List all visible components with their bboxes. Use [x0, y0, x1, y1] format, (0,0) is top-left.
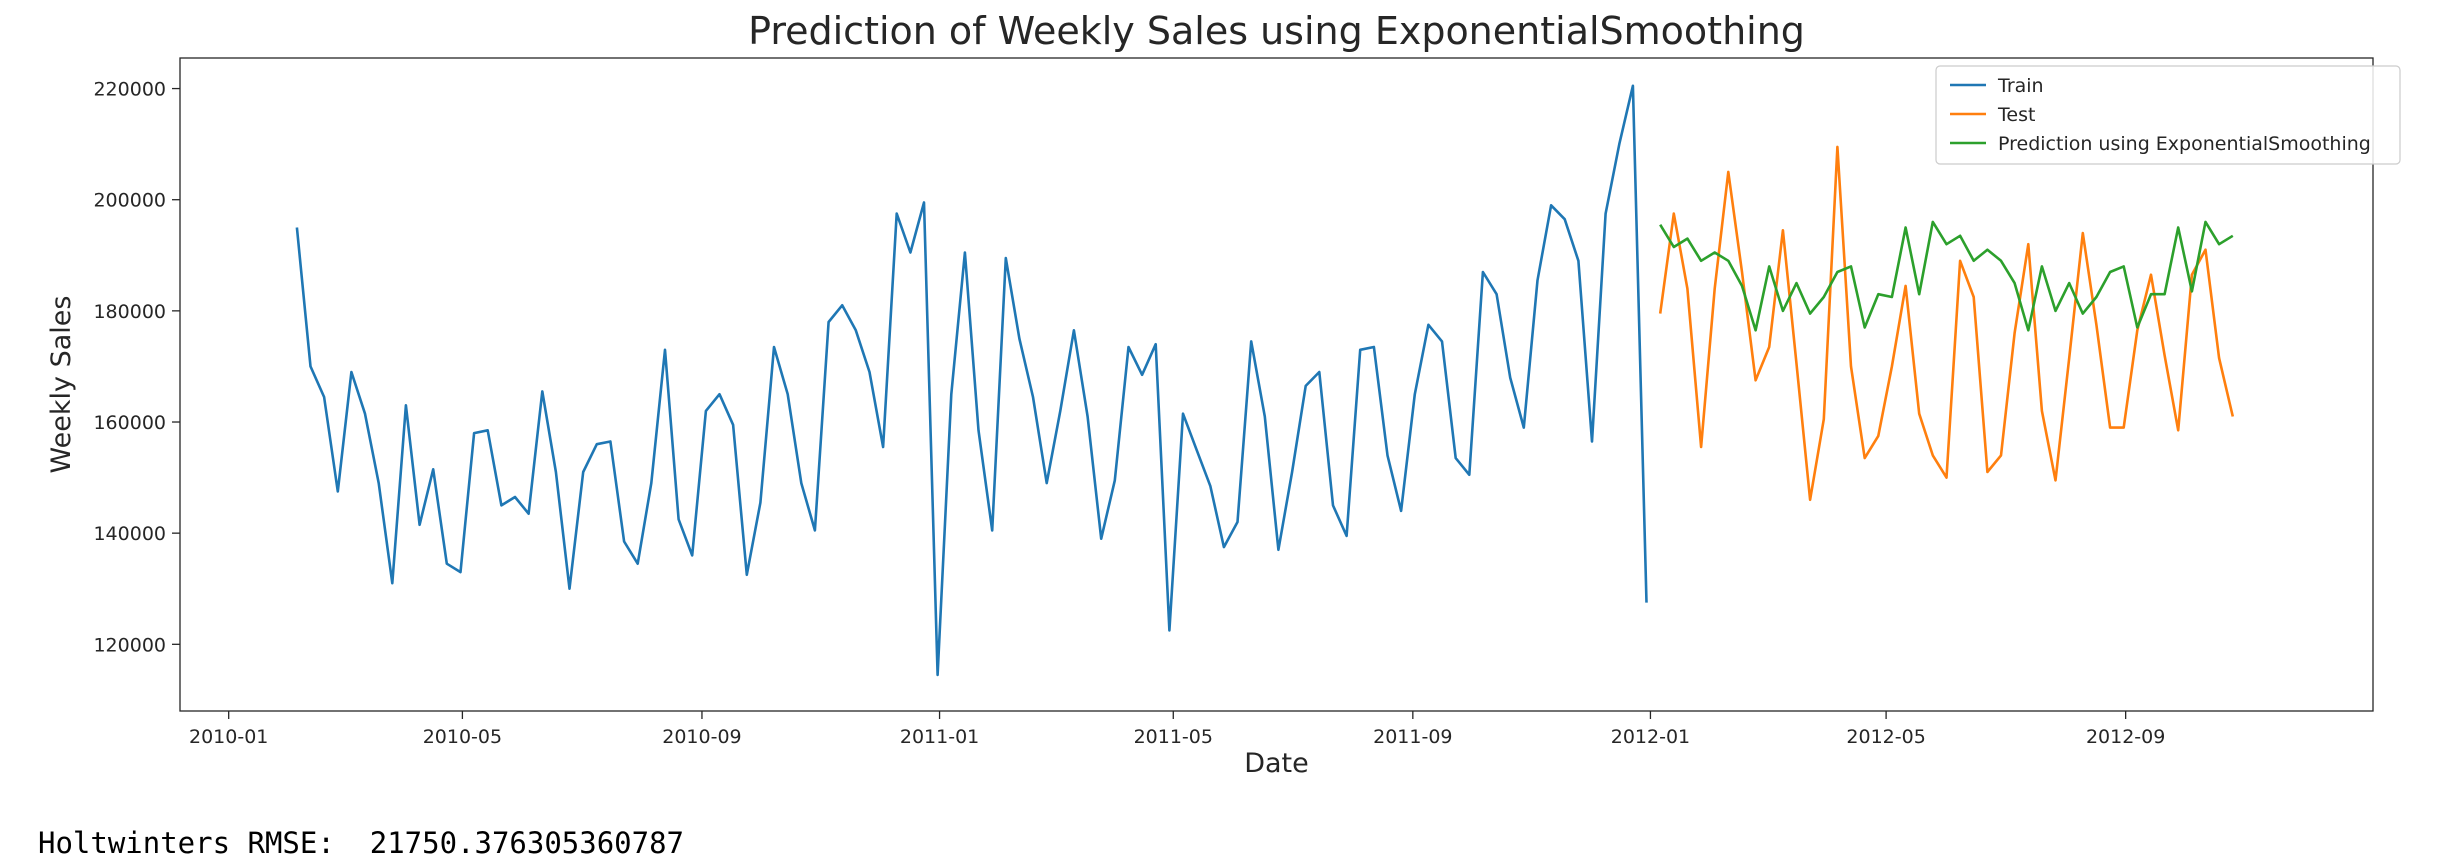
x-tick-label: 2010-01: [189, 726, 268, 748]
legend: Train Test Prediction using ExponentialSmo…: [1935, 65, 2401, 165]
y-tick-label: 180000: [93, 301, 166, 323]
y-axis: 120000 140000 160000 180000 200000 220000: [93, 79, 180, 656]
x-tick-label: 2012-01: [1611, 726, 1690, 748]
y-tick-label: 140000: [93, 523, 166, 545]
x-tick-label: 2011-05: [1134, 726, 1213, 748]
y-tick-label: 160000: [93, 412, 166, 434]
series-line-prediction-using-exponentialsmoothing: [1659, 220, 2234, 332]
y-axis-label: Weekly Sales: [46, 296, 77, 474]
x-tick-label: 2012-05: [1846, 726, 1925, 748]
series-lines: [295, 84, 2235, 677]
rmse-output: Holtwinters RMSE: 21750.376305360787: [38, 826, 685, 860]
chart-title: Prediction of Weekly Sales using Exponen…: [748, 9, 1805, 53]
x-tick-label: 2011-01: [900, 726, 979, 748]
y-tick-label: 200000: [93, 190, 166, 212]
y-tick-label: 220000: [93, 79, 166, 101]
series-line-train: [295, 84, 1648, 677]
series-line-test: [1658, 145, 2235, 502]
legend-label: Train: [1997, 75, 2044, 97]
plot-frame: [179, 57, 2374, 712]
legend-label: Test: [1997, 104, 2035, 126]
x-tick-label: 2011-09: [1373, 726, 1452, 748]
x-tick-label: 2010-09: [662, 726, 741, 748]
legend-label: Prediction using ExponentialSmoothing: [1998, 133, 2371, 155]
x-tick-label: 2010-05: [423, 726, 502, 748]
x-axis: 2010-01 2010-05 2010-09 2011-01 2011-05 2011-…: [189, 711, 2165, 748]
x-tick-label: 2012-09: [2086, 726, 2165, 748]
y-tick-label: 120000: [93, 634, 166, 656]
legend-box: [1935, 65, 2401, 165]
x-axis-label: Date: [1244, 748, 1309, 779]
